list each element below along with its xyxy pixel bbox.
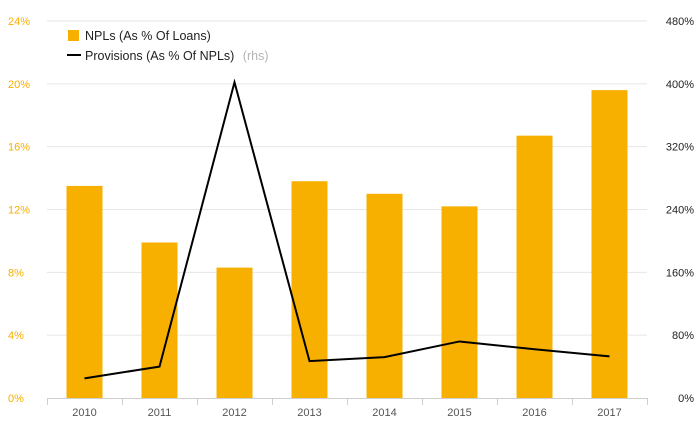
- y-left-tick-label: 16%: [8, 142, 30, 154]
- x-tick-label: 2017: [597, 407, 621, 419]
- x-tick-label: 2010: [72, 407, 96, 419]
- x-tick-label: 2013: [297, 407, 321, 419]
- legend-swatch-npl: [68, 30, 79, 41]
- npl-bar: [591, 90, 628, 398]
- legend: NPLs (As % Of Loans) Provisions (As % Of…: [67, 29, 269, 64]
- x-tick-label: 2012: [222, 407, 246, 419]
- legend-label-provisions-group: Provisions (As % Of NPLs) (rhs): [85, 47, 269, 64]
- y-right-tick-label: 480%: [666, 16, 694, 28]
- y-right-tick-label: 240%: [666, 205, 694, 217]
- y-left-tick-label: 12%: [8, 205, 30, 217]
- axes: 0% 4% 8% 12% 16% 20% 24% 0% 80% 160% 240% 320% 400% 4…: [8, 16, 694, 419]
- npl-bar: [291, 181, 328, 398]
- y-left-tick-label: 20%: [8, 79, 30, 91]
- y-left-tick-label: 24%: [8, 16, 30, 28]
- npl-bar: [216, 267, 253, 398]
- y-left-tick-label: 8%: [8, 267, 24, 279]
- y-right-tick-label: 160%: [666, 267, 694, 279]
- y-right-tick-label: 400%: [666, 79, 694, 91]
- legend-label-npl: NPLs (As % Of Loans): [85, 29, 211, 43]
- npl-bar: [441, 206, 478, 398]
- y-left-tick-label: 0%: [8, 393, 24, 405]
- y-right-tick-label: 320%: [666, 142, 694, 154]
- gridlines: [47, 20, 647, 336]
- legend-label-rhs: (rhs): [243, 49, 269, 63]
- x-tick-label: 2015: [447, 407, 471, 419]
- npl-bar: [66, 185, 103, 398]
- provisions-line-group: [84, 78, 610, 380]
- npl-bars: [66, 90, 628, 398]
- x-tick-label: 2016: [522, 407, 546, 419]
- npl-bar: [366, 193, 403, 398]
- provisions-line: [84, 78, 610, 380]
- x-tick-label: 2011: [148, 407, 172, 419]
- x-tick-label: 2014: [372, 407, 396, 419]
- y-right-tick-label: 0%: [678, 393, 694, 405]
- y-right-tick-label: 80%: [672, 330, 694, 342]
- legend-label-provisions: Provisions (As % Of NPLs): [85, 49, 234, 63]
- y-left-tick-label: 4%: [8, 330, 24, 342]
- npl-bar: [516, 135, 553, 398]
